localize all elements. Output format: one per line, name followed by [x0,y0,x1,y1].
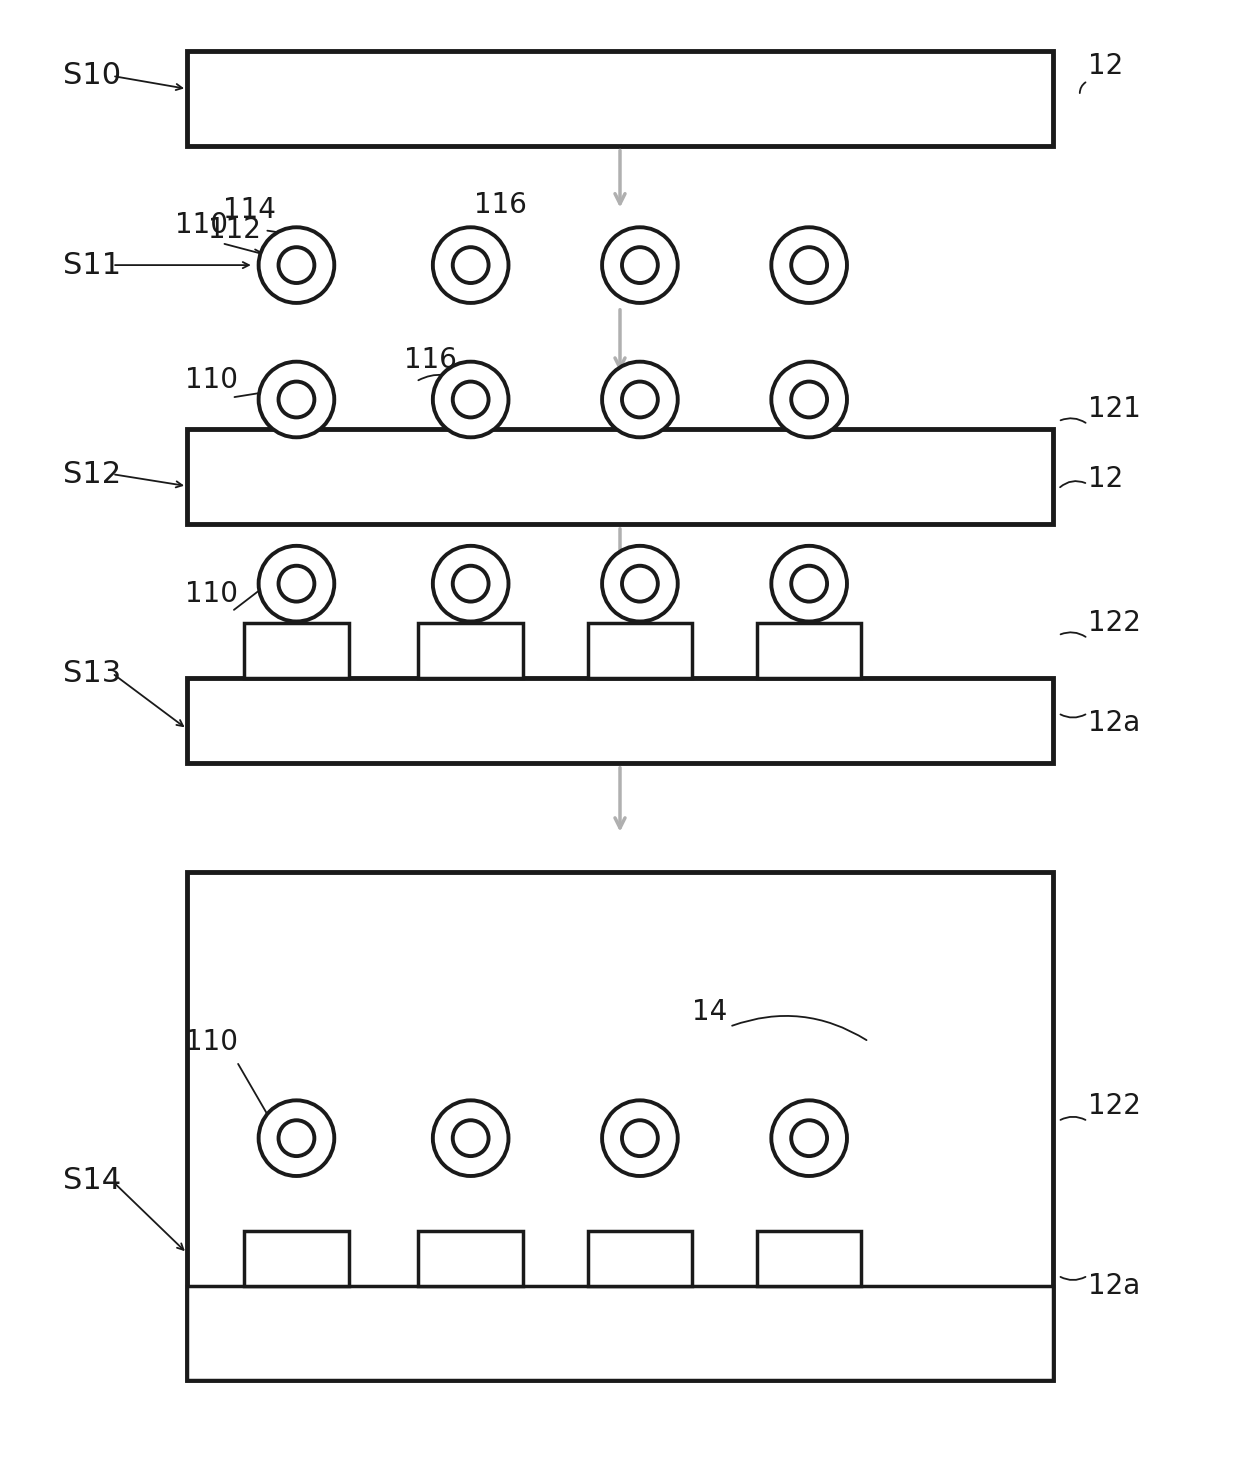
Circle shape [259,546,335,622]
Circle shape [791,1121,827,1156]
Circle shape [453,1121,489,1156]
Circle shape [771,1100,847,1176]
Text: S14: S14 [62,1166,120,1195]
Circle shape [603,227,678,303]
Text: 114: 114 [223,196,277,224]
Text: 116: 116 [474,192,527,219]
Text: 12a: 12a [1087,1271,1140,1299]
Circle shape [771,361,847,437]
Circle shape [259,227,335,303]
Text: 14: 14 [692,998,727,1026]
Circle shape [453,382,489,417]
Circle shape [771,546,847,622]
Circle shape [259,361,335,437]
Text: 110: 110 [185,579,238,607]
Text: 12a: 12a [1087,710,1140,737]
Circle shape [791,382,827,417]
Text: S12: S12 [62,459,120,489]
Text: 121: 121 [1087,395,1141,423]
Text: S10: S10 [62,61,120,91]
Circle shape [433,546,508,622]
Bar [244,1230,348,1286]
Circle shape [603,361,678,437]
Circle shape [453,566,489,601]
Text: 110: 110 [185,366,238,394]
Circle shape [622,247,658,282]
Circle shape [279,382,315,417]
Text: 122: 122 [1087,610,1141,638]
Bar [588,1230,692,1286]
Bar [756,623,862,679]
Circle shape [603,546,678,622]
Circle shape [771,227,847,303]
Text: 122: 122 [1087,1093,1141,1121]
Bar [187,429,1053,524]
Bar [418,623,523,679]
Circle shape [433,227,508,303]
Text: 12: 12 [1087,465,1123,493]
Text: 110: 110 [175,211,228,240]
Text: S13: S13 [62,658,120,688]
Circle shape [433,1100,508,1176]
Text: 116: 116 [404,345,458,373]
Circle shape [279,566,315,601]
Circle shape [622,382,658,417]
Circle shape [279,247,315,282]
Bar [756,1230,862,1286]
Text: 12: 12 [1087,53,1123,80]
Bar [588,623,692,679]
Bar [187,1286,1053,1380]
Circle shape [433,361,508,437]
Bar [187,51,1053,146]
Circle shape [279,1121,315,1156]
Circle shape [791,566,827,601]
Circle shape [622,1121,658,1156]
Bar [244,623,348,679]
Bar [187,872,1053,1380]
Text: 110: 110 [185,1027,238,1056]
Circle shape [791,247,827,282]
Circle shape [603,1100,678,1176]
Bar [418,1230,523,1286]
Bar [187,679,1053,762]
Circle shape [622,566,658,601]
Circle shape [259,1100,335,1176]
Circle shape [453,247,489,282]
Text: S11: S11 [62,250,120,279]
Text: 112: 112 [208,217,262,244]
